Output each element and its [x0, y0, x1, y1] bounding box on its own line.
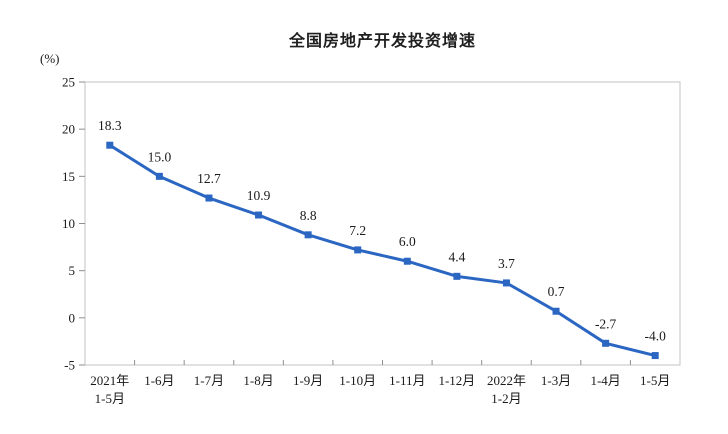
x-axis-tick-label: 1-9月	[293, 373, 323, 388]
data-point-label: 6.0	[399, 234, 416, 249]
data-point-label: -2.7	[595, 316, 617, 331]
x-axis-tick-label: 1-7月	[194, 373, 224, 388]
x-axis-tick-label: 1-4月	[590, 373, 620, 388]
data-point-marker	[205, 194, 213, 202]
data-point-label: 12.7	[197, 171, 221, 186]
y-axis-tick-label: 10	[62, 216, 75, 231]
data-point-marker	[552, 307, 560, 315]
y-axis-unit-label: (%)	[40, 51, 60, 66]
data-point-marker	[502, 279, 510, 287]
x-axis-tick-label: 1-5月	[640, 373, 670, 388]
x-axis-tick-label: 1-10月	[339, 373, 376, 388]
data-point-label: 4.4	[448, 249, 465, 264]
data-point-marker	[403, 257, 411, 265]
y-axis-tick-label: 0	[69, 310, 76, 325]
data-point-marker	[304, 231, 312, 239]
y-axis-tick-label: 5	[69, 263, 76, 278]
x-axis-tick-label: 1-11月	[389, 373, 425, 388]
x-axis-tick-label: 2022年 1-2月	[487, 373, 526, 406]
data-point-label: 10.9	[247, 188, 271, 203]
data-point-label: -4.0	[645, 329, 667, 344]
data-point-marker	[453, 272, 461, 280]
y-axis-tick-label: 20	[62, 122, 75, 137]
data-line	[108, 143, 657, 358]
x-axis-tick-label: 1-8月	[243, 373, 273, 388]
data-point-label: 18.3	[98, 118, 122, 133]
data-point-label: 7.2	[349, 223, 366, 238]
plot-area-border	[84, 81, 681, 366]
data-point-label: 8.8	[300, 208, 317, 223]
data-point-marker	[255, 211, 263, 219]
x-axis-tick-label: 2021年 1-5月	[90, 373, 129, 406]
data-point-marker	[651, 352, 659, 360]
data-point-marker	[155, 172, 163, 180]
chart-title: 全国房地产开发投资增速	[288, 33, 476, 50]
data-point-marker	[602, 339, 610, 347]
data-point-marker	[354, 246, 362, 254]
x-axis-tick-label: 1-6月	[144, 373, 174, 388]
data-point-marker	[106, 141, 114, 149]
x-axis-tick-label: 1-12月	[438, 373, 475, 388]
y-axis-tick-label: 15	[62, 169, 75, 184]
y-axis-tick-label: -5	[64, 358, 75, 373]
x-axis-tick-label: 1-3月	[541, 373, 571, 388]
data-point-label: 3.7	[498, 256, 515, 271]
data-point-label: 0.7	[548, 284, 565, 299]
data-point-label: 15.0	[148, 149, 172, 164]
y-axis-tick-label: 25	[62, 75, 75, 90]
